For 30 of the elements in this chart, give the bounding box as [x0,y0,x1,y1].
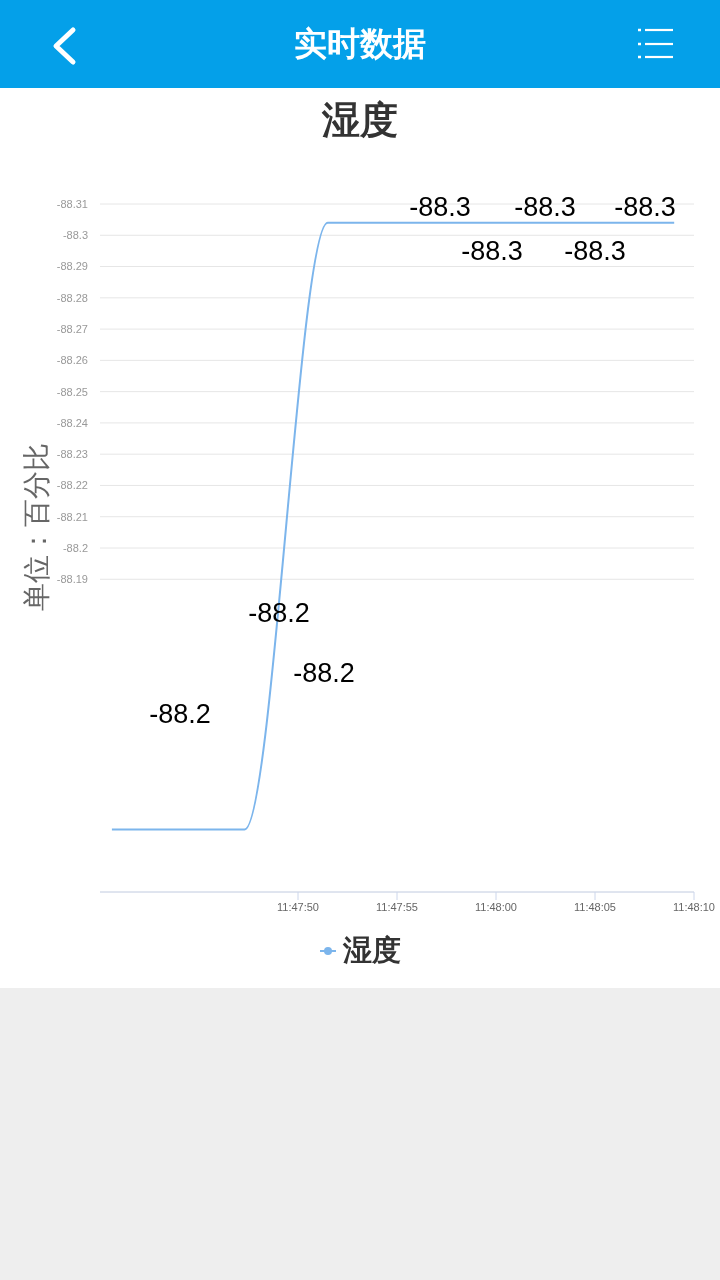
y-tick-label: -88.22 [56,479,88,492]
y-tick-label: -88.23 [56,448,88,461]
y-tick-label: -88.3 [62,229,88,242]
annotation: -88.3 [514,192,576,222]
x-tick-label: 11:48:10 [672,900,716,913]
y-tick-label: -88.29 [56,260,88,273]
annotation: -88.3 [614,192,676,222]
y-tick-label: -88.19 [56,573,88,586]
annotation: -88.2 [248,598,310,628]
x-tick-label: 11:48:00 [474,900,518,913]
x-tick-label: 11:47:50 [276,900,320,913]
annotation: -88.2 [293,658,355,688]
y-tick-label: -88.27 [56,323,88,335]
y-tick-label: -88.24 [56,416,88,429]
y-tick-label: -88.31 [56,197,88,210]
y-tick-label: -88.2 [62,541,88,554]
x-tick-label: 11:48:05 [573,900,617,913]
y-tick-label: -88.21 [56,510,88,523]
annotation: -88.2 [149,699,211,729]
text: 实时数据 [294,24,426,64]
y-tick-label: -88.28 [56,291,88,304]
legend-label: 湿度 [342,933,401,968]
annotation: -88.3 [461,236,523,266]
annotation: -88.3 [564,236,626,266]
annotation: -88.3 [409,192,471,222]
y-tick-label: -88.25 [56,385,88,398]
y-axis-title: 单位：百分比 [20,443,53,611]
y-tick-label: -88.26 [56,354,88,367]
chart-title: 湿度 [322,98,398,143]
x-tick-label: 11:47:55 [375,900,419,913]
